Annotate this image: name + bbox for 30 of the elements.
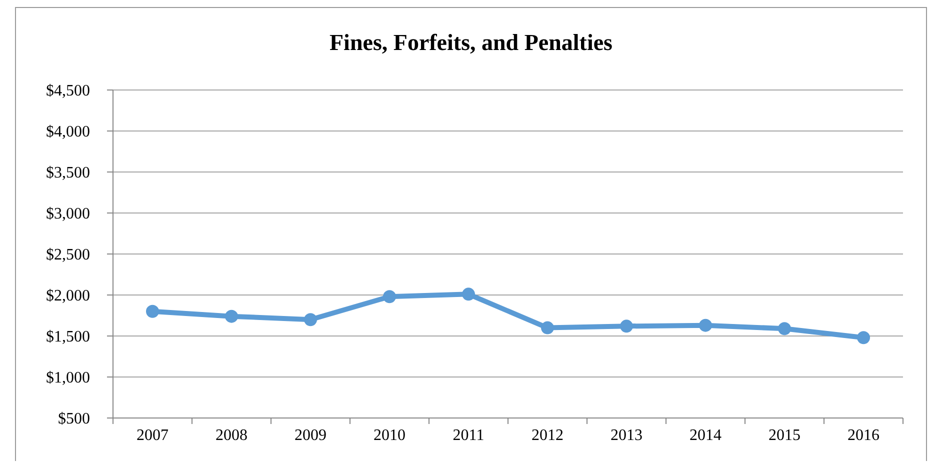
point bbox=[699, 318, 712, 332]
y-tick-label: $500 bbox=[58, 410, 90, 428]
x-tick-label: 2009 bbox=[294, 427, 326, 444]
x-tick-label: 2014 bbox=[690, 427, 722, 444]
point bbox=[304, 313, 317, 326]
point bbox=[462, 288, 475, 301]
point bbox=[383, 290, 396, 304]
x-tick-label: 2010 bbox=[374, 427, 406, 444]
x-tick-label: 2008 bbox=[216, 427, 248, 444]
y-tick-label: $3,000 bbox=[46, 206, 90, 223]
y-tick-label: $4,000 bbox=[46, 124, 90, 141]
point bbox=[778, 322, 791, 336]
x-tick-label: 2011 bbox=[452, 427, 484, 444]
point bbox=[541, 321, 554, 334]
x-tick-label: 2007 bbox=[136, 427, 168, 444]
chart-title: Fines, Forfeits, and Penalties bbox=[328, 29, 614, 57]
x-tick-label: 2013 bbox=[610, 427, 642, 444]
y-tick-label: $1,000 bbox=[46, 370, 90, 387]
point bbox=[857, 331, 870, 344]
point bbox=[620, 320, 633, 333]
point bbox=[146, 304, 159, 318]
x-tick-label: 2012 bbox=[532, 427, 564, 444]
y-tick-label: $2,000 bbox=[46, 288, 90, 305]
x-tick-label: 2015 bbox=[768, 427, 800, 444]
point bbox=[225, 310, 238, 323]
y-tick-label: $4,500 bbox=[46, 82, 90, 100]
y-tick-label: $3,500 bbox=[46, 164, 90, 182]
x-tick-label: 2016 bbox=[848, 427, 880, 444]
y-tick-label: $1,500 bbox=[46, 328, 90, 346]
y-tick-label: $2,500 bbox=[46, 246, 90, 264]
